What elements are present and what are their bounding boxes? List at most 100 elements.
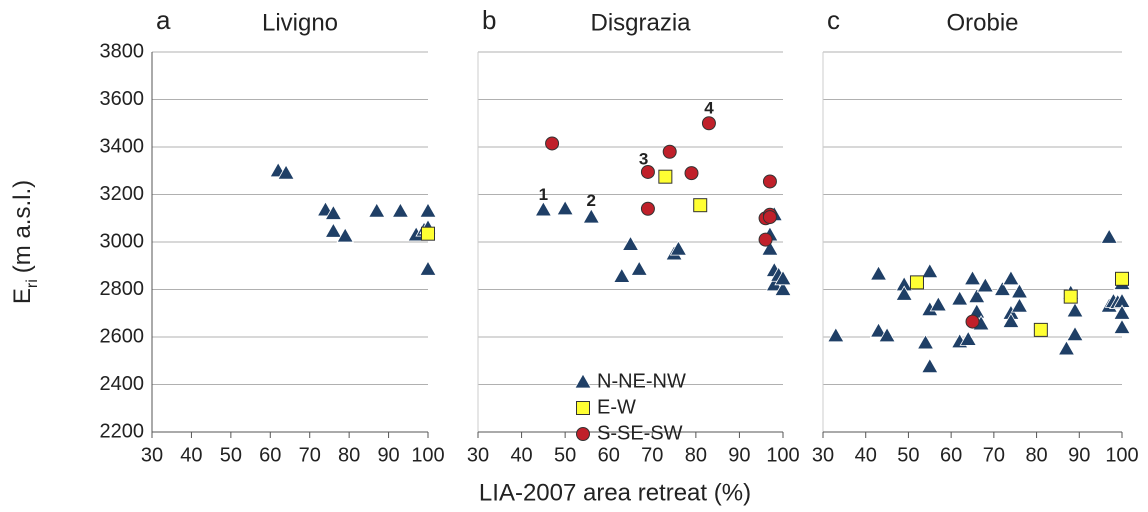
x-tick-label: 80 <box>338 444 360 466</box>
x-tick-label: 60 <box>940 444 962 466</box>
legend-label: N-NE-NW <box>597 370 686 392</box>
point <box>613 267 631 283</box>
panel-title: Disgrazia <box>590 9 691 36</box>
point <box>1033 322 1048 337</box>
point <box>1066 302 1084 318</box>
y-tick-label: 2200 <box>100 420 145 442</box>
x-tick-label: 100 <box>411 444 444 466</box>
x-tick-label: 70 <box>983 444 1005 466</box>
x-tick-label: 70 <box>299 444 321 466</box>
point <box>774 270 792 286</box>
x-tick-label: 100 <box>766 444 799 466</box>
y-tick-label: 2800 <box>100 278 145 300</box>
y-tick-label: 2600 <box>100 325 145 347</box>
x-tick-label: 90 <box>728 444 750 466</box>
point <box>1010 283 1029 299</box>
annotation: 4 <box>704 98 714 117</box>
point <box>762 174 777 189</box>
annotation: 3 <box>639 150 648 169</box>
x-tick-label: 30 <box>467 444 489 466</box>
point <box>662 144 677 159</box>
x-tick-label: 30 <box>812 444 834 466</box>
x-tick-label: 50 <box>220 444 242 466</box>
panel-letter: a <box>156 5 171 35</box>
point <box>701 116 716 131</box>
point <box>391 202 410 218</box>
point <box>869 265 888 281</box>
point <box>976 277 995 293</box>
y-axis-label-sub: ri <box>24 279 41 288</box>
x-tick-label: 40 <box>510 444 532 466</box>
point <box>762 210 777 225</box>
y-tick-label: 3400 <box>100 135 145 157</box>
x-tick-label: 80 <box>1025 444 1047 466</box>
panel-title: Livigno <box>262 9 338 36</box>
point <box>419 202 437 218</box>
point <box>693 198 708 213</box>
point <box>324 222 343 238</box>
x-tick-label: 40 <box>180 444 202 466</box>
point <box>758 232 773 247</box>
x-tick-label: 90 <box>1068 444 1090 466</box>
annotation: 2 <box>587 191 596 210</box>
x-tick-label: 40 <box>855 444 877 466</box>
point <box>684 166 699 181</box>
y-axis-label: Eri (m a.s.l.) <box>9 180 40 304</box>
point <box>336 227 354 243</box>
x-tick-label: 30 <box>141 444 163 466</box>
x-tick-label: 60 <box>598 444 620 466</box>
point <box>534 201 553 217</box>
point <box>950 290 969 306</box>
point <box>909 275 924 290</box>
point <box>419 260 437 276</box>
panel-letter: b <box>482 5 496 35</box>
y-tick-label: 3000 <box>100 230 145 252</box>
point <box>1115 271 1129 286</box>
point <box>1010 297 1029 313</box>
point <box>582 208 600 224</box>
point <box>1057 340 1076 356</box>
x-tick-label: 50 <box>897 444 919 466</box>
point <box>827 327 845 343</box>
x-tick-label: 100 <box>1105 444 1138 466</box>
y-axis-label-main: E <box>9 288 36 304</box>
y-tick-label: 3600 <box>100 88 145 110</box>
y-tick-label: 3200 <box>100 183 145 205</box>
point <box>421 226 435 241</box>
point <box>1113 318 1131 334</box>
legend-label: E-W <box>597 396 636 418</box>
point <box>869 322 888 338</box>
point <box>878 327 896 343</box>
point <box>1100 228 1118 244</box>
y-tick-label: 3800 <box>100 40 145 62</box>
legend-marker <box>576 427 590 441</box>
point <box>1066 325 1084 342</box>
legend-label: S-SE-SW <box>597 422 683 444</box>
x-tick-label: 70 <box>641 444 663 466</box>
point <box>556 199 574 216</box>
point <box>1002 270 1020 286</box>
point <box>669 240 688 256</box>
y-tick-label: 2400 <box>100 373 145 395</box>
point <box>993 280 1012 296</box>
point <box>959 330 977 346</box>
point <box>929 296 948 312</box>
point <box>921 262 939 279</box>
point <box>965 314 980 329</box>
point <box>921 357 939 374</box>
point <box>1063 289 1078 304</box>
point <box>630 260 648 276</box>
point <box>968 287 986 304</box>
annotation: 1 <box>539 185 548 204</box>
y-axis-label-unit: (m a.s.l.) <box>9 180 36 273</box>
point <box>621 235 640 251</box>
point <box>963 270 982 286</box>
point <box>761 240 779 256</box>
point <box>658 169 673 184</box>
legend-marker <box>574 373 592 389</box>
point <box>545 136 560 151</box>
x-tick-label: 80 <box>685 444 707 466</box>
x-tick-label: 60 <box>259 444 281 466</box>
point <box>895 285 913 301</box>
